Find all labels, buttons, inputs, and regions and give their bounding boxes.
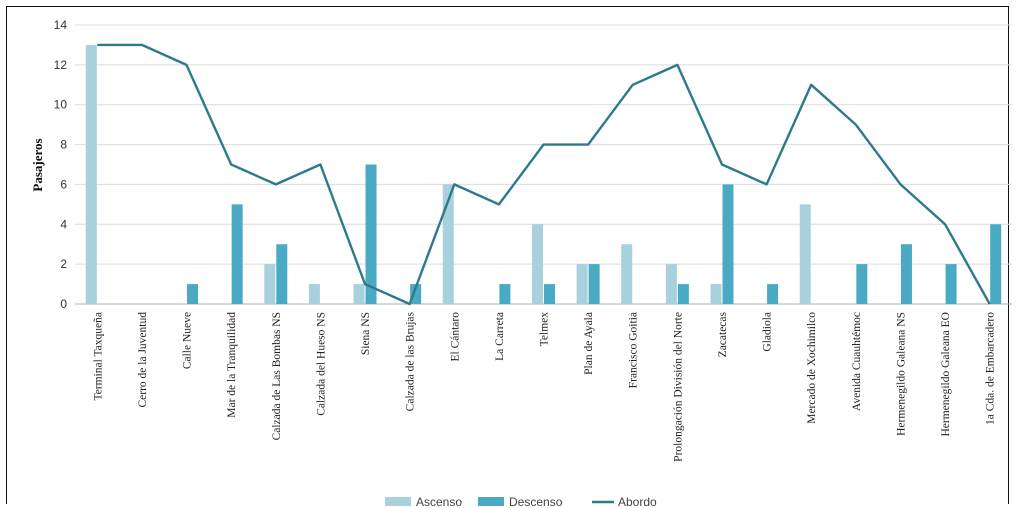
bar-descenso (410, 284, 422, 304)
bar-descenso (365, 164, 377, 304)
bar-descenso (231, 204, 243, 304)
legend-label: Descenso (509, 495, 563, 508)
bar-descenso (276, 244, 288, 304)
y-axis-label: Pasajeros (30, 138, 45, 191)
bar-descenso (767, 284, 779, 304)
y-tick-label: 8 (60, 138, 67, 152)
category-label: Telmex (539, 312, 551, 347)
bar-descenso (856, 264, 868, 304)
bar-descenso (945, 264, 957, 304)
category-label: La Carreta (494, 312, 506, 361)
bar-ascenso (532, 224, 543, 304)
category-label: Zacatecas (717, 311, 729, 357)
y-tick-label: 0 (60, 297, 67, 311)
bar-ascenso (308, 284, 320, 304)
legend-label: Abordo (618, 495, 657, 508)
bar-descenso (900, 244, 912, 304)
legend-swatch-ascenso (385, 497, 411, 506)
category-label: Hermenegildo Galeana NS (895, 312, 907, 436)
category-label: Hermenegildo Galeana EO (940, 312, 952, 437)
category-label: 1a Cda. de Embarcadero (985, 312, 997, 425)
category-label: Gladiola (762, 312, 774, 352)
bar-ascenso (353, 284, 365, 304)
bar-descenso (588, 264, 600, 304)
legend: Ascenso Descenso Abordo (385, 495, 657, 508)
category-label: Terminal Taxqueña (92, 312, 104, 401)
bar-descenso (544, 284, 555, 304)
bar-descenso (990, 224, 1002, 304)
bar-ascenso (264, 264, 276, 304)
y-tick-label: 14 (54, 18, 68, 32)
legend-swatch-descenso (478, 497, 504, 506)
bar-ascenso (621, 244, 633, 304)
y-tick-label: 2 (60, 257, 67, 271)
bar-ascenso (710, 284, 722, 304)
bar-ascenso (442, 184, 454, 304)
y-tick-label: 12 (54, 58, 68, 72)
category-label: Siena NS (360, 312, 372, 355)
bar-ascenso (85, 44, 97, 305)
category-label: Calzada del Hueso NS (315, 312, 327, 416)
category-label: Mercado de Xochimilco (806, 312, 818, 424)
chart-frame (6, 6, 1009, 504)
category-label: Mar de la Tranquilidad (226, 312, 238, 418)
line-abordo (97, 43, 991, 306)
category-label: Avenida Cuauhtémoc (851, 312, 863, 411)
bar-descenso (187, 284, 199, 304)
category-label: Calzada de Las Bombas NS (271, 312, 283, 440)
bar-descenso (677, 284, 689, 304)
bar-ascenso (799, 204, 811, 304)
category-label: Calzada de las Brujas (405, 311, 417, 411)
category-label: El Cántaro (449, 312, 461, 362)
category-label: Francisco Goitia (628, 312, 640, 388)
y-tick-label: 4 (60, 217, 67, 231)
bar-ascenso (576, 264, 588, 304)
category-label: Cerro de la Juventud (137, 312, 149, 408)
category-label: Prolongación División del Norte (672, 312, 684, 462)
bar-descenso (722, 184, 734, 304)
legend-label: Ascenso (416, 495, 462, 508)
y-tick-label: 10 (54, 98, 68, 112)
bar-descenso (499, 284, 511, 304)
category-label: Plan de Ayala (583, 312, 595, 375)
bar-ascenso (665, 264, 677, 304)
category-label: Calle Nueve (182, 312, 194, 369)
y-tick-label: 6 (60, 177, 67, 191)
